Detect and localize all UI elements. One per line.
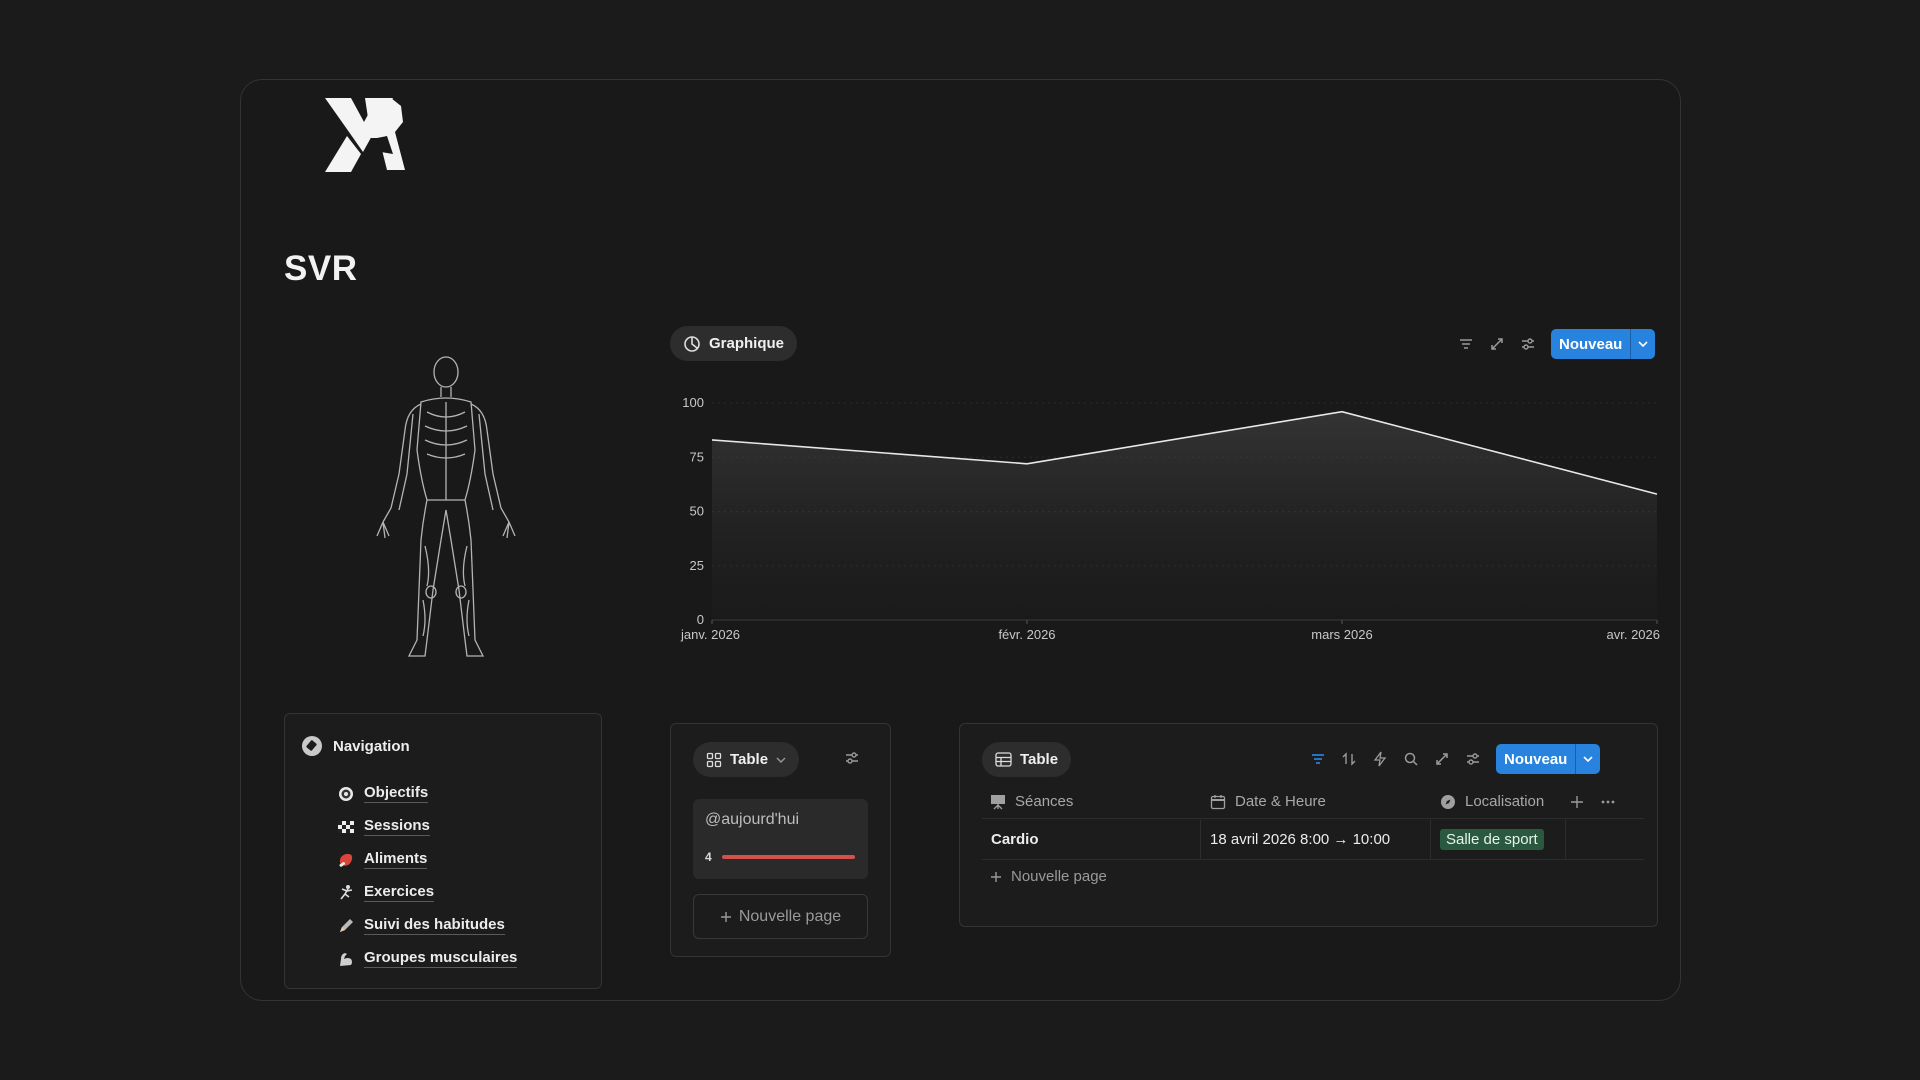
compass-icon [302,736,322,756]
table-icon [995,752,1012,767]
flexed-biceps-icon [336,950,356,968]
column-header-date-heure[interactable]: Date & Heure [1202,785,1432,818]
nav-item-label: Sessions [364,817,430,836]
nav-item-label: Objectifs [364,784,429,803]
table-row[interactable]: Cardio 18 avril 2026 8:00 → 10:00 Salle … [982,820,1644,860]
new-page-row[interactable]: Nouvelle page [990,868,1107,885]
chevron-down-icon[interactable] [1575,744,1600,774]
new-button: Nouveau [1551,329,1656,359]
nav-item-label: Suivi des habitudes [364,916,505,935]
settings-sliders-icon[interactable] [1463,750,1482,769]
new-button-main[interactable]: Nouveau [1559,335,1623,353]
table-header: Séances Date & Heure Localisation [982,785,1644,819]
nav-item-label: Aliments [364,850,428,869]
tab-label: Table [730,751,769,768]
sort-icon[interactable] [1339,750,1358,769]
progress-fill [722,855,855,859]
column-header-seances[interactable]: Séances [982,785,1202,818]
location-tag: Salle de sport [1440,829,1544,850]
navigation-list: Objectifs Sessions Aliments Exercices [336,777,518,975]
y-tick-label: 25 [690,558,704,573]
expand-icon[interactable] [1487,335,1506,354]
navigation-header: Navigation [302,736,410,756]
calendar-icon [1210,794,1226,810]
person-exercising-icon [336,884,356,902]
filter-icon[interactable] [1308,750,1327,769]
search-icon[interactable] [1401,750,1420,769]
y-tick-label: 50 [690,504,704,519]
board-view-card: Table @aujourd'hui 4 Nouvelle page [670,723,891,957]
x-tick-label: mars 2026 [1311,627,1372,642]
presentation-board-icon [990,794,1006,810]
new-button-main[interactable]: Nouveau [1504,750,1568,768]
target-icon [336,785,356,803]
nav-item-objectifs[interactable]: Objectifs [336,777,517,810]
new-page-label: Nouvelle page [738,907,842,925]
settings-sliders-icon[interactable] [1518,335,1537,354]
expand-icon[interactable] [1432,750,1451,769]
anatomy-figure [376,356,516,657]
nav-item-suivi-des-habitudes[interactable]: Suivi des habitudes [336,909,517,942]
nav-item-aliments[interactable]: Aliments [336,843,517,876]
pencil-icon [336,917,356,935]
today-card-title: @aujourd'hui [705,811,800,828]
nav-item-groupes-musculaires[interactable]: Groupes musculaires [336,942,518,975]
x-tick-label: févr. 2026 [998,627,1055,642]
add-column-icon[interactable] [1567,792,1586,811]
cell-empty[interactable] [1566,820,1644,859]
new-page-button[interactable]: Nouvelle page [693,894,868,939]
tab-table[interactable]: Table [982,742,1072,777]
svr-logo [325,98,405,172]
new-button: Nouveau [1496,744,1601,774]
tab-table-board[interactable]: Table [693,742,800,777]
lightning-icon[interactable] [1370,750,1389,769]
column-header-localisation[interactable]: Localisation [1432,785,1567,818]
checkered-flag-icon [336,818,356,836]
meat-icon [336,851,356,869]
chart-toolbar: Nouveau [1456,329,1656,359]
compass-icon [1440,794,1456,810]
chevron-down-icon [776,757,786,763]
settings-sliders-icon[interactable] [842,748,861,767]
cell-localisation[interactable]: Salle de sport [1431,820,1566,859]
column-label: Séances [1015,793,1074,810]
tab-graphique[interactable]: Graphique [670,326,798,361]
y-tick-label: 0 [697,612,704,627]
progress-bar [722,855,855,859]
chevron-down-icon[interactable] [1630,329,1655,359]
nav-item-exercices[interactable]: Exercices [336,876,517,909]
column-label: Date & Heure [1235,793,1326,810]
y-tick-label: 100 [682,395,704,410]
pie-chart-icon [684,335,700,352]
x-tick-label: avr. 2026 [1607,627,1661,642]
nav-item-label: Groupes musculaires [364,949,518,968]
plus-icon [720,911,731,922]
tab-label: Graphique [709,335,785,352]
plus-icon [991,871,1001,882]
x-tick-label: janv. 2026 [680,627,740,642]
table-toolbar: Nouveau [1308,744,1601,774]
table-view-card: Table Nouveau [959,723,1658,927]
new-page-label: Nouvelle page [1011,868,1107,885]
chart-series-line [711,410,1658,495]
today-card-count: 4 [705,850,712,864]
y-tick-label: 75 [690,449,704,464]
cell-date-heure[interactable]: 18 avril 2026 8:00 → 10:00 [1201,820,1431,859]
cell-seance[interactable]: Cardio [982,820,1201,859]
today-card[interactable]: @aujourd'hui 4 [693,799,868,879]
filter-icon[interactable] [1456,335,1475,354]
grid-icon [706,752,722,767]
column-label: Localisation [1465,793,1545,810]
nav-item-label: Exercices [364,883,435,902]
tab-label: Table [1020,751,1059,768]
page-frame: SVR Navigation [240,79,1681,1001]
page-title: SVR [284,249,358,288]
chart-area [712,411,1657,620]
navigation-title: Navigation [333,737,410,755]
more-options-icon[interactable] [1598,792,1617,811]
navigation-card: Navigation Objectifs Sessions Aliments [284,713,602,989]
nav-item-sessions[interactable]: Sessions [336,810,517,843]
area-chart: 0 25 50 75 100 janv. 2026 févr. 2026 mars 2026… [680,395,1661,642]
